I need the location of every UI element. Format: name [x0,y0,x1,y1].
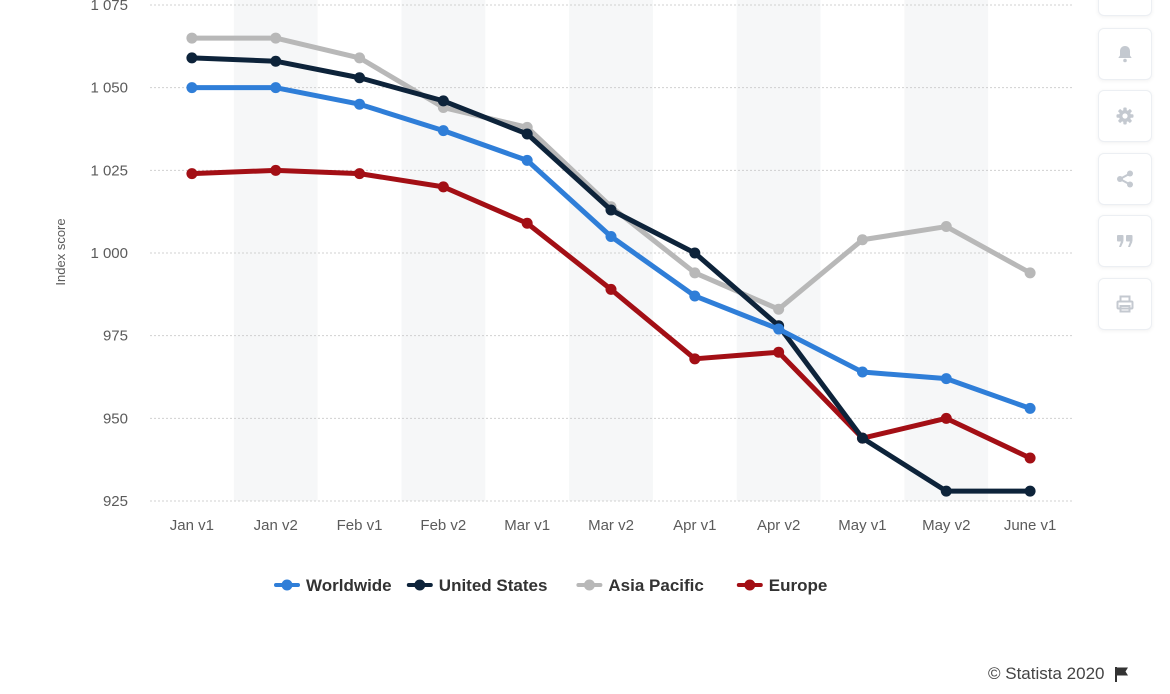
data-point [940,485,952,497]
data-point [940,412,952,424]
legend-item-worldwide[interactable]: Worldwide [274,576,392,595]
x-tick-label: Feb v2 [420,517,466,534]
x-tick-label: Mar v2 [588,517,634,534]
data-point [940,373,952,385]
data-point [1024,452,1036,464]
data-point [270,82,282,94]
y-tick-label: 1 000 [90,245,128,262]
legend-label: Europe [769,576,828,595]
y-tick-label: 975 [103,328,128,345]
legend-label: Worldwide [306,576,392,595]
y-axis-ticks: 925 950 975 1 000 1 025 1 050 1 075 [90,0,128,510]
data-point [186,82,198,94]
legend-swatch-dot [414,579,426,591]
legend-item-europe[interactable]: Europe [736,576,828,595]
x-tick-label: June v1 [1004,517,1057,534]
x-tick-label: Apr v1 [673,517,716,534]
data-point [437,181,449,193]
quote-icon [1117,235,1133,247]
data-point [186,168,198,180]
legend-item-asia-pacific[interactable]: Asia Pacific [576,576,704,595]
data-point [186,32,198,44]
data-point [1024,485,1036,497]
column-band [233,0,318,501]
data-point [354,168,366,180]
gridlines [150,4,1072,502]
data-point [521,154,533,166]
x-tick-label: Feb v1 [337,517,383,534]
series-lines [186,32,1036,497]
print-icon [1116,295,1134,313]
data-point [773,303,785,315]
print-button[interactable] [1098,278,1152,330]
legend-label: Asia Pacific [608,576,703,595]
series-worldwide [186,82,1036,414]
data-point [856,366,868,378]
data-point [689,267,701,279]
data-point [773,323,785,335]
x-tick-label: May v2 [922,517,970,534]
data-point [354,52,366,64]
data-point [186,52,198,64]
settings-button[interactable] [1098,90,1152,142]
data-point [270,32,282,44]
legend-item-united-states[interactable]: United States [406,576,548,595]
column-band [401,0,486,501]
data-point [856,432,868,444]
data-point [605,230,617,242]
legend-swatch-dot [583,579,595,591]
gear-icon [1116,107,1134,125]
x-tick-label: Mar v1 [504,517,550,534]
legend-swatch-dot [744,579,756,591]
x-tick-label: Jan v2 [254,517,298,534]
data-point [521,217,533,229]
data-point [689,247,701,259]
data-point [354,72,366,84]
data-point [1024,267,1036,279]
y-tick-label: 950 [103,410,128,427]
flag-icon [1114,667,1128,682]
notification-button[interactable] [1098,28,1152,80]
data-point [689,290,701,302]
toolbar-top-button[interactable] [1098,0,1152,16]
data-point [521,128,533,140]
y-tick-label: 1 075 [90,0,128,14]
y-tick-label: 925 [103,493,128,510]
share-icon [1117,170,1133,188]
y-axis-label: Index score [53,218,68,285]
credit-text: © Statista 2020 [988,664,1105,683]
legend-swatch-dot [281,579,293,591]
x-axis-ticks: Jan v1 Jan v2 Feb v1 Feb v2 Mar v1 Mar v2 Apr … [170,517,1057,534]
data-point [605,204,617,216]
data-point [856,234,868,246]
data-point [689,353,701,365]
data-point [270,55,282,67]
y-tick-label: 1 025 [90,162,128,179]
x-tick-label: May v1 [838,517,886,534]
data-point [270,164,282,176]
column-band [736,0,821,501]
bell-icon [1118,46,1132,63]
column-band [569,0,653,501]
legend-label: United States [439,576,548,595]
y-tick-label: 1 050 [90,80,128,97]
cite-button[interactable] [1098,215,1152,267]
data-point [940,221,952,233]
x-tick-label: Apr v2 [757,517,800,534]
data-point [437,125,449,137]
data-point [437,95,449,107]
data-point [354,98,366,110]
data-point [605,283,617,295]
x-tick-label: Jan v1 [170,517,214,534]
statista-credit[interactable]: © Statista 2020 [988,664,1131,684]
legend[interactable]: Worldwide United States Asia Pacific Europe [274,576,828,595]
share-button[interactable] [1098,153,1152,205]
data-point [773,346,785,358]
data-point [1024,402,1036,414]
